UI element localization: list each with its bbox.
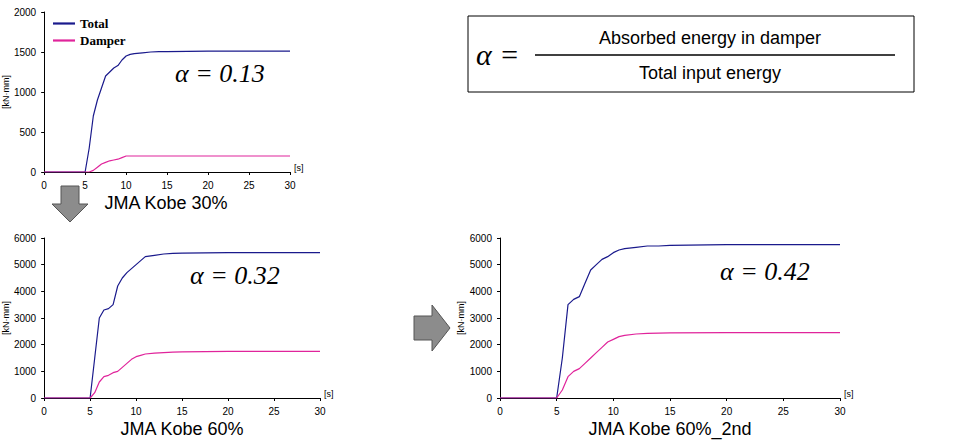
svg-text:5: 5 — [87, 406, 93, 417]
svg-text:α = 0.42: α = 0.42 — [720, 257, 810, 286]
svg-text:Total input energy: Total input energy — [639, 63, 781, 83]
svg-text:0: 0 — [41, 180, 47, 191]
svg-text:3000: 3000 — [14, 313, 37, 324]
svg-text:2000: 2000 — [470, 339, 493, 350]
svg-text:6000: 6000 — [14, 233, 37, 244]
svg-text:[kN·mm]: [kN·mm] — [456, 301, 466, 335]
svg-text:α = 0.32: α = 0.32 — [190, 261, 280, 290]
svg-text:25: 25 — [778, 406, 790, 417]
svg-text:α =: α = — [476, 38, 520, 71]
svg-text:[kN·mm]: [kN·mm] — [1, 301, 11, 335]
svg-text:Damper: Damper — [80, 33, 126, 48]
svg-text:15: 15 — [162, 180, 174, 191]
svg-text:6000: 6000 — [470, 233, 493, 244]
svg-text:Total: Total — [80, 16, 109, 31]
svg-text:JMA Kobe 60%: JMA Kobe 60% — [120, 419, 243, 439]
svg-text:10: 10 — [131, 406, 143, 417]
svg-text:20: 20 — [721, 406, 733, 417]
svg-text:0: 0 — [41, 406, 47, 417]
svg-text:JMA Kobe 60%_2nd: JMA Kobe 60%_2nd — [588, 419, 751, 440]
svg-text:1500: 1500 — [14, 47, 37, 58]
svg-text:20: 20 — [222, 406, 234, 417]
svg-text:0: 0 — [31, 167, 37, 178]
svg-text:5000: 5000 — [470, 259, 493, 270]
svg-text:Absorbed energy in damper: Absorbed energy in damper — [599, 28, 821, 48]
svg-text:15: 15 — [177, 406, 189, 417]
svg-text:2000: 2000 — [14, 339, 37, 350]
svg-text:2000: 2000 — [14, 7, 37, 18]
svg-text:[s]: [s] — [294, 163, 304, 173]
svg-text:30: 30 — [284, 180, 296, 191]
svg-text:4000: 4000 — [14, 286, 37, 297]
svg-text:25: 25 — [243, 180, 255, 191]
svg-text:0: 0 — [497, 406, 503, 417]
svg-text:JMA Kobe 30%: JMA Kobe 30% — [104, 193, 227, 213]
svg-text:3000: 3000 — [470, 313, 493, 324]
svg-text:30: 30 — [314, 406, 326, 417]
svg-text:4000: 4000 — [470, 286, 493, 297]
svg-text:5: 5 — [82, 180, 88, 191]
svg-text:1000: 1000 — [470, 366, 493, 377]
svg-text:[s]: [s] — [324, 389, 334, 399]
svg-text:10: 10 — [121, 180, 133, 191]
svg-text:0: 0 — [486, 393, 492, 404]
svg-text:1000: 1000 — [14, 87, 37, 98]
svg-text:α = 0.13: α = 0.13 — [175, 59, 265, 88]
svg-text:5000: 5000 — [14, 259, 37, 270]
svg-text:30: 30 — [834, 406, 846, 417]
svg-text:[kN·mm]: [kN·mm] — [1, 75, 11, 109]
svg-text:25: 25 — [268, 406, 280, 417]
svg-text:10: 10 — [608, 406, 620, 417]
svg-text:[s]: [s] — [844, 389, 854, 399]
svg-text:1000: 1000 — [14, 366, 37, 377]
svg-text:500: 500 — [19, 127, 36, 138]
svg-text:15: 15 — [664, 406, 676, 417]
svg-text:0: 0 — [31, 393, 37, 404]
svg-text:20: 20 — [202, 180, 214, 191]
svg-text:5: 5 — [554, 406, 560, 417]
